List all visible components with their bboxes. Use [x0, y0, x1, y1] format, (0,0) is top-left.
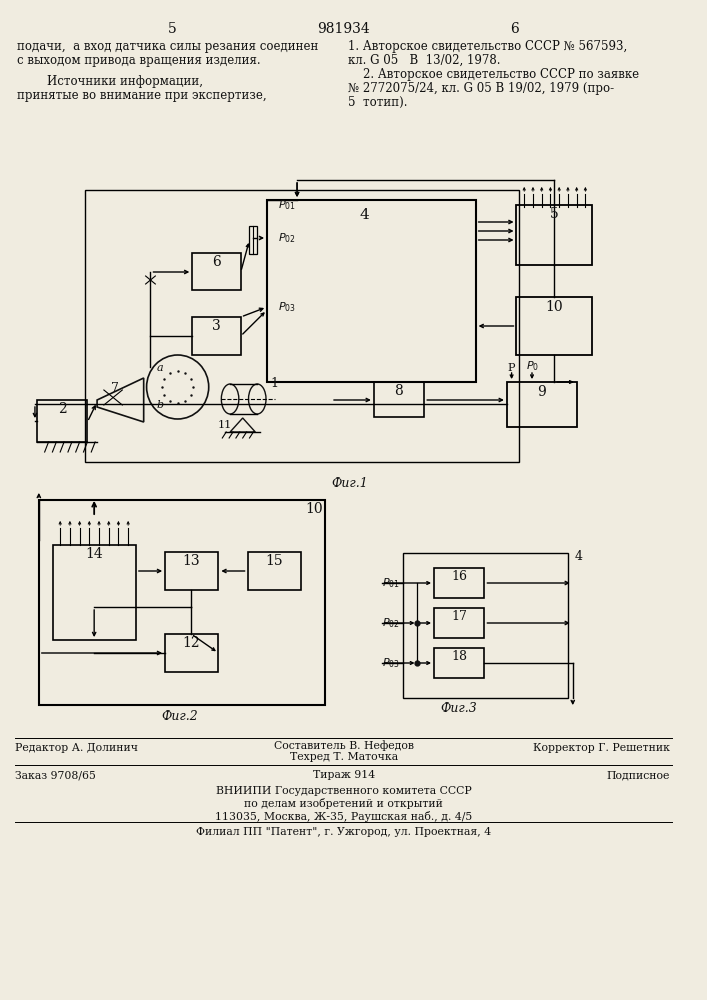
Text: $P_0$: $P_0$: [527, 359, 539, 373]
Bar: [86, 190, 520, 462]
Text: Тираж 914: Тираж 914: [312, 770, 375, 780]
Text: 10: 10: [546, 300, 563, 314]
Bar: [192, 253, 241, 290]
Text: принятые во внимание при экспертизе,: принятые во внимание при экспертизе,: [18, 89, 267, 102]
Text: $P_{01}$: $P_{01}$: [382, 576, 399, 590]
Text: 3: 3: [212, 319, 221, 333]
Text: 2. Авторское свидетельство СССР по заявке: 2. Авторское свидетельство СССР по заявк…: [348, 68, 638, 81]
Text: 10: 10: [306, 502, 323, 516]
Text: 6: 6: [510, 22, 519, 36]
Text: a: a: [157, 363, 163, 373]
Text: 8: 8: [395, 384, 404, 398]
Text: 17: 17: [451, 610, 467, 623]
Bar: [434, 568, 484, 598]
Bar: [54, 545, 136, 640]
Text: кл. G 05   B  13/02, 1978.: кл. G 05 B 13/02, 1978.: [348, 54, 500, 67]
Bar: [37, 400, 88, 442]
Text: 2: 2: [58, 402, 66, 416]
Text: $P_{03}$: $P_{03}$: [382, 656, 399, 670]
Text: Источники информации,: Источники информации,: [18, 75, 204, 88]
Bar: [250, 226, 257, 254]
Text: Фиг.2: Фиг.2: [161, 710, 198, 723]
Text: Подписное: Подписное: [607, 770, 670, 780]
Text: $P_{03}$: $P_{03}$: [278, 300, 296, 314]
Text: подачи,  а вход датчика силы резания соединен: подачи, а вход датчика силы резания соед…: [18, 40, 319, 53]
Text: 9: 9: [537, 385, 546, 399]
Text: 15: 15: [265, 554, 283, 568]
Bar: [403, 553, 568, 698]
Text: 1. Авторское свидетельство СССР № 567593,: 1. Авторское свидетельство СССР № 567593…: [348, 40, 627, 53]
Text: Филиал ПП "Патент", г. Ужгород, ул. Проектная, 4: Филиал ПП "Патент", г. Ужгород, ул. Прое…: [196, 827, 491, 837]
Bar: [165, 634, 218, 672]
Text: Редактор А. Долинич: Редактор А. Долинич: [15, 743, 138, 753]
Text: с выходом привода вращения изделия.: с выходом привода вращения изделия.: [18, 54, 261, 67]
Text: 5: 5: [168, 22, 176, 36]
Text: P: P: [508, 363, 515, 373]
Bar: [374, 382, 424, 417]
Bar: [39, 500, 325, 705]
Text: 981934: 981934: [317, 22, 370, 36]
Bar: [516, 205, 592, 265]
Bar: [247, 552, 301, 590]
Text: Корректор Г. Решетник: Корректор Г. Решетник: [533, 743, 670, 753]
Text: 18: 18: [451, 650, 467, 663]
Text: Фиг.3: Фиг.3: [440, 702, 477, 715]
Text: 16: 16: [451, 570, 467, 583]
Text: 11: 11: [218, 420, 233, 430]
Text: $P_{01}$: $P_{01}$: [278, 198, 296, 212]
Text: ВНИИПИ Государственного комитета СССР
по делам изобретений и открытий
113035, Мо: ВНИИПИ Государственного комитета СССР по…: [215, 786, 472, 822]
Text: 4: 4: [359, 208, 369, 222]
Text: 4: 4: [575, 550, 583, 564]
Bar: [267, 200, 476, 382]
Text: 13: 13: [182, 554, 200, 568]
Bar: [434, 648, 484, 678]
Text: $P_{02}$: $P_{02}$: [382, 616, 399, 630]
Bar: [192, 317, 241, 355]
Text: № 2772075/24, кл. G 05 B 19/02, 1979 (про-: № 2772075/24, кл. G 05 B 19/02, 1979 (пр…: [348, 82, 614, 95]
Text: 5: 5: [550, 207, 559, 221]
Text: 1: 1: [271, 377, 279, 390]
Text: $P_{02}$: $P_{02}$: [278, 231, 296, 245]
Text: 7: 7: [110, 381, 119, 394]
Bar: [516, 297, 592, 355]
Text: 14: 14: [86, 547, 103, 561]
Text: Составитель В. Нефедов
Техред Т. Маточка: Составитель В. Нефедов Техред Т. Маточка: [274, 740, 414, 762]
Bar: [434, 608, 484, 638]
Bar: [507, 382, 577, 427]
Text: 6: 6: [212, 255, 221, 269]
Text: Заказ 9708/65: Заказ 9708/65: [15, 770, 95, 780]
Text: b: b: [157, 400, 164, 410]
Text: 12: 12: [182, 636, 200, 650]
Text: 5  тотип).: 5 тотип).: [348, 96, 407, 109]
Text: Фиг.1: Фиг.1: [331, 477, 368, 490]
Bar: [165, 552, 218, 590]
